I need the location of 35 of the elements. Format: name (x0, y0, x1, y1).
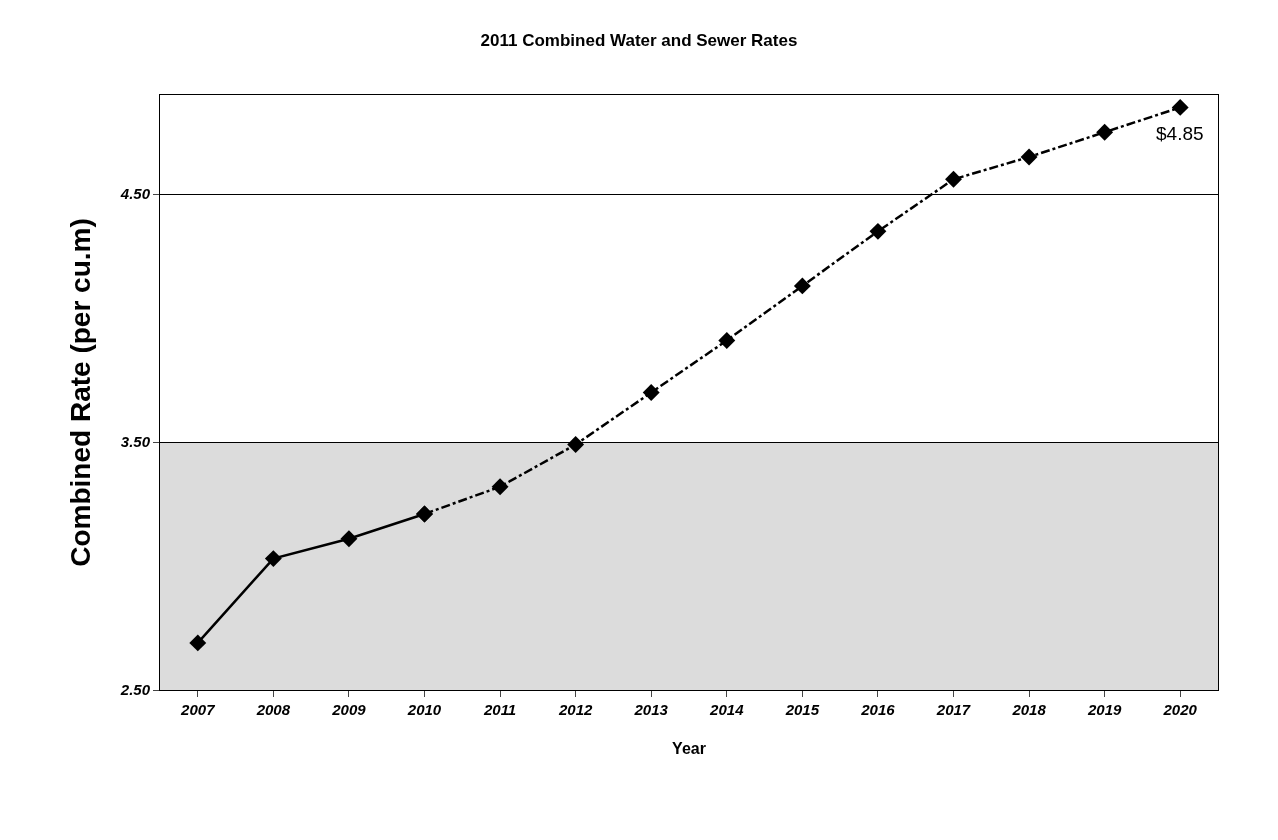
x-tick-label: 2010 (406, 701, 442, 718)
y-axis-title: Combined Rate (per cu.m) (65, 218, 97, 567)
point (416, 505, 433, 523)
x-tick-label: 2009 (331, 701, 367, 718)
x-axis-title: Year (672, 739, 706, 757)
x-tick-label: 2011 (482, 701, 517, 718)
x-tick-label: 2017 (935, 701, 971, 718)
x-tick-label: 2020 (1162, 701, 1198, 718)
x-tick-label: 2014 (709, 701, 745, 718)
x-tick-label: 2012 (557, 701, 593, 718)
point (340, 530, 358, 548)
point (642, 384, 660, 401)
annotation: $4.85 (1156, 123, 1204, 144)
y-tick-label: 2.50 (119, 681, 151, 699)
chart-title: 2011 Combined Water and Sewer Rates (480, 30, 798, 50)
point (1096, 123, 1114, 141)
point (1171, 98, 1189, 116)
point (264, 550, 282, 568)
x-tick-label: 2013 (633, 701, 669, 718)
x-tick-label: 2019 (1086, 701, 1122, 718)
point (718, 331, 736, 349)
point (869, 222, 887, 240)
point (945, 170, 962, 188)
x-tick-label: 2018 (1011, 701, 1047, 718)
y-tick-label: 3.50 (120, 433, 151, 451)
point (567, 436, 585, 454)
point (189, 634, 207, 652)
x-tick-label: 2008 (255, 701, 291, 718)
point (1020, 148, 1038, 166)
x-tick-label: 2016 (860, 701, 896, 718)
x-tick-label: 2007 (180, 701, 216, 718)
x-tick-label: 2015 (784, 701, 820, 718)
y-tick-label: 4.50 (119, 185, 151, 203)
point (793, 277, 811, 295)
point (491, 478, 509, 496)
